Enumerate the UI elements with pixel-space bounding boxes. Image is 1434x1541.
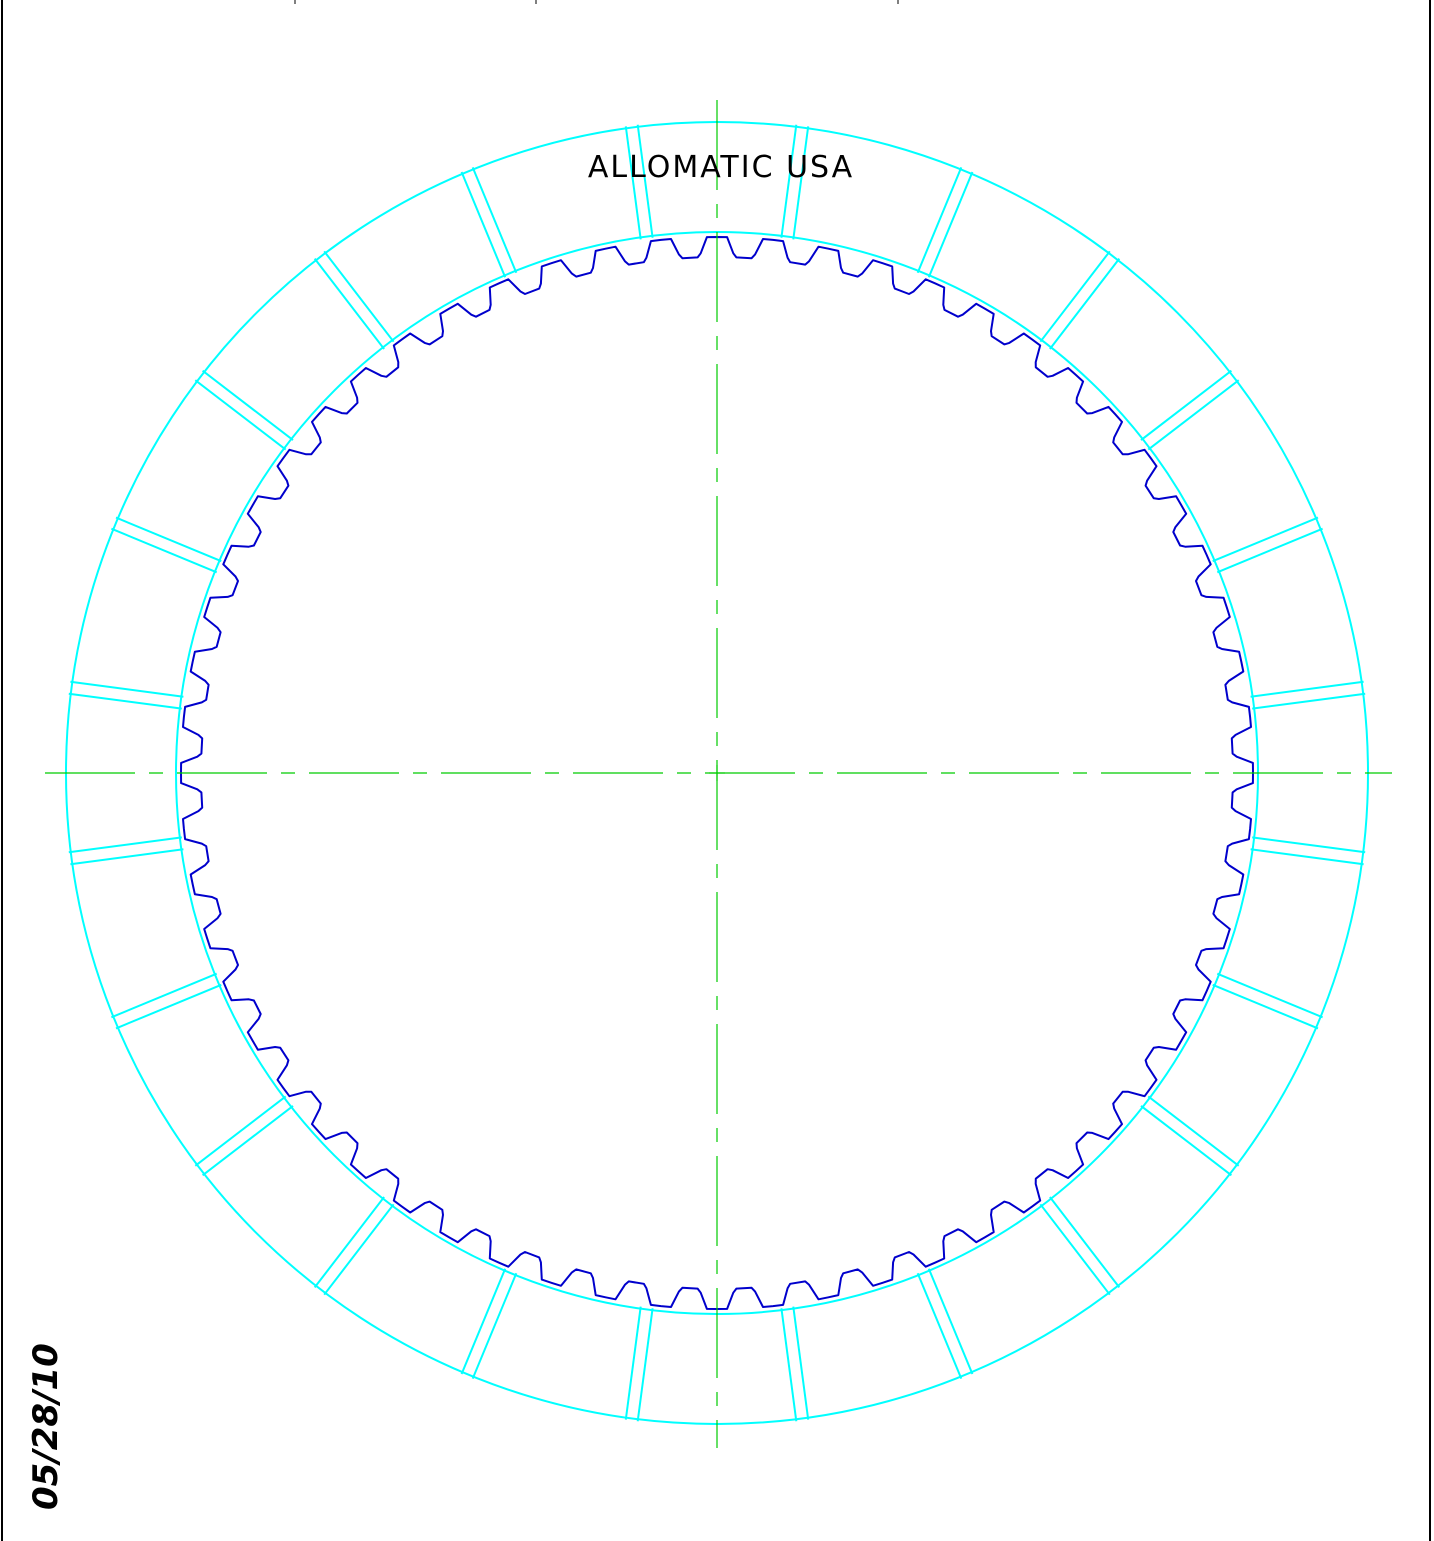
oil-groove-line [624,1306,642,1420]
oil-groove-line [636,1308,654,1422]
oil-groove-line [201,1105,294,1177]
oil-groove-line [1039,1203,1111,1296]
oil-groove-line [1049,257,1121,350]
brand-label: ALLOMATIC USA [588,150,854,185]
oil-groove-line [471,1272,518,1379]
oil-groove-line [916,167,963,274]
oil-groove-line [636,124,654,238]
oil-groove-line [1212,983,1319,1030]
oil-groove-line [1252,836,1366,854]
oil-groove-line [201,369,294,441]
oil-groove-line [194,1095,287,1167]
oil-grooves [68,124,1366,1422]
oil-groove-line [792,1306,810,1420]
oil-groove-line [68,836,182,854]
oil-groove-line [1252,692,1366,710]
oil-groove-line [471,167,518,274]
oil-groove-line [111,972,218,1019]
date-label: 05/28/10 [26,1343,66,1510]
oil-groove-line [1212,516,1319,563]
oil-groove-line [323,1203,395,1296]
oil-groove-line [1140,1105,1233,1177]
oil-groove-line [1250,680,1364,698]
oil-groove-line [1147,379,1240,451]
oil-groove-line [927,171,974,278]
oil-groove-line [68,692,182,710]
oil-groove-line [313,1196,385,1289]
oil-groove-line [1216,972,1323,1019]
oil-groove-line [70,680,184,698]
oil-groove-line [70,848,184,866]
oil-groove-line [1039,250,1111,343]
oil-groove-line [115,516,222,563]
oil-groove-line [1049,1196,1121,1289]
oil-groove-line [313,257,385,350]
oil-groove-line [927,1268,974,1375]
oil-groove-line [780,124,798,238]
oil-groove-line [1216,527,1323,574]
oil-groove-line [1147,1095,1240,1167]
oil-groove-line [115,983,222,1030]
oil-groove-line [460,1268,507,1375]
oil-groove-line [323,250,395,343]
oil-groove-line [916,1272,963,1379]
oil-groove-line [792,126,810,240]
oil-groove-line [111,527,218,574]
centerlines [45,100,1392,1448]
oil-groove-line [194,379,287,451]
oil-groove-line [780,1308,798,1422]
oil-groove-line [460,171,507,278]
oil-groove-line [624,126,642,240]
oil-groove-line [1250,848,1364,866]
oil-groove-line [1140,369,1233,441]
